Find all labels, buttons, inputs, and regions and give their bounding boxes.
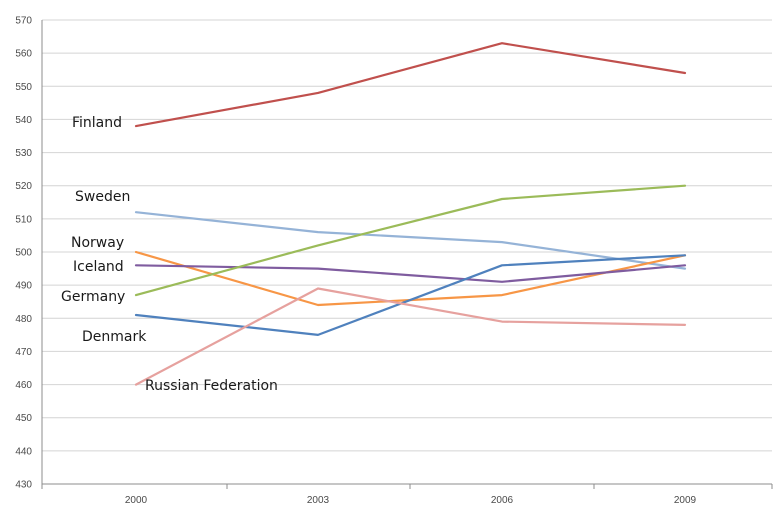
- series-labels: Finland Sweden Norway Iceland Germany Denmark…: [61, 115, 278, 394]
- series-line-germany: [134, 184, 687, 297]
- series-line-sweden: [134, 211, 687, 270]
- x-tick-label: 2009: [674, 495, 697, 506]
- y-tick-label: 520: [15, 181, 32, 192]
- y-axis-tick-labels: 430 440 450 460 470 480 490 500 510 520 530 540 550 5…: [15, 16, 32, 491]
- y-tick-label: 470: [15, 347, 32, 358]
- axes: [41, 20, 773, 489]
- x-axis-tick-labels: 2000 2003 2006 2009: [125, 495, 697, 506]
- y-tick-label: 560: [15, 49, 32, 60]
- series-label-finland: Finland: [72, 115, 122, 131]
- x-tick-label: 2003: [307, 495, 330, 506]
- series-label-iceland: Iceland: [73, 259, 124, 275]
- y-tick-label: 430: [15, 480, 32, 491]
- y-tick-label: 510: [15, 214, 32, 225]
- series-label-russian-federation: Russian Federation: [145, 378, 278, 394]
- y-tick-label: 500: [15, 248, 32, 259]
- series-line-finland: [134, 42, 687, 128]
- x-tick-label: 2000: [125, 495, 148, 506]
- y-tick-label: 540: [15, 115, 32, 126]
- series-line-iceland: [134, 264, 687, 283]
- series-label-norway: Norway: [71, 235, 124, 251]
- series-line-denmark: [134, 254, 687, 336]
- series-label-sweden: Sweden: [75, 189, 130, 205]
- x-tick-label: 2006: [491, 495, 514, 506]
- gridlines: [42, 19, 772, 452]
- series-label-germany: Germany: [61, 289, 125, 305]
- y-tick-label: 550: [15, 82, 32, 93]
- series-line-russian-federation: [134, 287, 687, 386]
- y-tick-label: 530: [15, 148, 32, 159]
- y-tick-label: 490: [15, 281, 32, 292]
- y-tick-label: 570: [15, 16, 32, 27]
- y-tick-label: 460: [15, 380, 32, 391]
- y-tick-label: 480: [15, 314, 32, 325]
- y-tick-label: 450: [15, 413, 32, 424]
- series-label-denmark: Denmark: [82, 329, 147, 345]
- y-tick-label: 440: [15, 446, 32, 457]
- series-lines: [134, 42, 687, 386]
